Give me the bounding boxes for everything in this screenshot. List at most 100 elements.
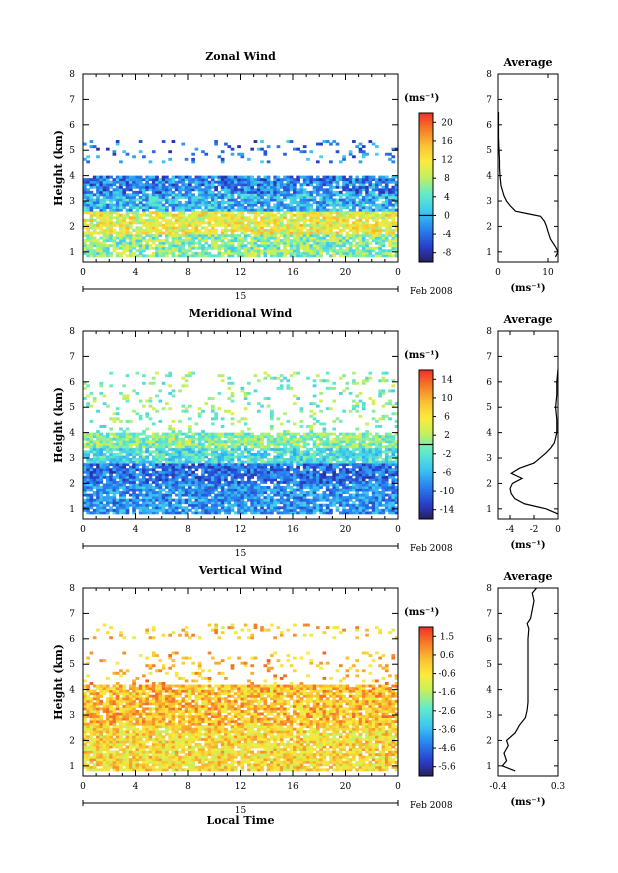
heatmap-cell bbox=[289, 511, 294, 515]
heatmap-cell bbox=[306, 203, 310, 207]
heatmap-cell bbox=[165, 460, 169, 464]
heatmap-cell bbox=[381, 503, 386, 507]
heatmap-cell bbox=[332, 236, 337, 240]
heatmap-cell bbox=[197, 183, 202, 187]
heatmap-cell bbox=[391, 218, 396, 222]
heatmap-cell bbox=[112, 198, 117, 202]
heatmap-cell bbox=[217, 458, 222, 461]
heatmap-cell bbox=[174, 511, 179, 515]
heatmap-cell bbox=[99, 244, 104, 248]
heatmap-cell bbox=[365, 475, 369, 479]
heatmap-cell bbox=[132, 155, 136, 159]
colorbar-segment bbox=[419, 199, 433, 203]
heatmap-cell bbox=[142, 455, 146, 459]
heatmap-cell bbox=[99, 503, 104, 507]
heatmap-cell bbox=[148, 488, 153, 492]
heatmap-cell bbox=[194, 491, 199, 494]
heatmap-cell bbox=[158, 501, 163, 505]
heatmap-cell bbox=[125, 221, 130, 225]
heatmap-cell bbox=[309, 218, 314, 222]
heatmap-cell bbox=[194, 483, 199, 487]
heatmap-cell bbox=[355, 496, 360, 500]
heatmap-cell bbox=[174, 193, 179, 197]
heatmap-cell bbox=[345, 483, 350, 487]
heatmap-cell bbox=[371, 498, 376, 502]
heatmap-cell bbox=[391, 216, 396, 220]
heatmap-cell bbox=[345, 195, 350, 199]
heatmap-cell bbox=[178, 473, 182, 477]
heatmap-cell bbox=[348, 178, 353, 182]
heatmap-cell bbox=[227, 491, 232, 494]
heatmap-cell bbox=[83, 483, 87, 487]
heatmap-cell bbox=[89, 180, 94, 184]
heatmap-cell bbox=[89, 463, 94, 467]
heatmap-cell bbox=[168, 178, 172, 182]
heatmap-cell bbox=[384, 221, 389, 225]
heatmap-cell bbox=[201, 216, 205, 220]
heatmap-cell bbox=[230, 498, 235, 502]
heatmap-cell bbox=[115, 480, 120, 484]
heatmap-cell bbox=[191, 211, 195, 215]
heatmap-cell bbox=[391, 475, 396, 479]
heatmap-cell bbox=[312, 493, 317, 497]
heatmap-cell bbox=[105, 193, 110, 197]
heatmap-cell bbox=[191, 244, 195, 248]
heatmap-cell bbox=[256, 244, 261, 248]
heatmap-cell bbox=[375, 211, 379, 215]
heatmap-cell bbox=[210, 185, 215, 189]
heatmap-cell bbox=[319, 228, 323, 232]
heatmap-cell bbox=[105, 175, 110, 179]
heatmap-cell bbox=[178, 491, 182, 494]
heatmap-cell bbox=[168, 190, 172, 194]
heatmap-cell bbox=[135, 503, 140, 507]
heatmap-cell bbox=[273, 473, 277, 477]
heatmap-cell bbox=[361, 152, 366, 156]
heatmap-cell bbox=[115, 180, 120, 184]
heatmap-cell bbox=[230, 206, 235, 210]
heatmap-cell bbox=[132, 501, 136, 505]
heatmap-cell bbox=[289, 475, 294, 479]
heatmap-cell bbox=[105, 221, 110, 225]
heatmap-cell bbox=[233, 503, 238, 507]
heatmap-cell bbox=[329, 195, 333, 199]
heatmap-cell bbox=[375, 475, 379, 479]
heatmap-cell bbox=[342, 488, 346, 492]
heatmap-cell bbox=[299, 452, 304, 456]
heatmap-cell bbox=[279, 216, 284, 220]
heatmap-cell bbox=[145, 223, 150, 227]
heatmap-cell bbox=[220, 218, 225, 222]
heatmap-cell bbox=[266, 506, 271, 510]
heatmap-cell bbox=[375, 208, 379, 212]
heatmap-cell bbox=[355, 506, 360, 510]
heatmap-cell bbox=[83, 465, 87, 469]
heatmap-cell bbox=[194, 452, 199, 456]
heatmap-cell bbox=[335, 455, 340, 459]
heatmap-cell bbox=[332, 493, 337, 497]
heatmap-cell bbox=[283, 475, 287, 479]
heatmap-cell bbox=[348, 251, 353, 255]
heatmap-cell bbox=[233, 475, 238, 479]
heatmap-cell bbox=[260, 206, 264, 210]
heatmap-cell bbox=[155, 203, 159, 207]
heatmap-cell bbox=[361, 473, 366, 477]
heatmap-cell bbox=[135, 496, 140, 500]
heatmap-cell bbox=[138, 183, 143, 187]
heatmap-cell bbox=[375, 485, 379, 489]
heatmap-cell bbox=[319, 249, 323, 253]
heatmap-cell bbox=[174, 175, 179, 179]
heatmap-cell bbox=[237, 501, 241, 505]
heatmap-cell bbox=[276, 460, 281, 464]
heatmap-cell bbox=[230, 503, 235, 507]
heatmap-cell bbox=[247, 452, 251, 456]
heatmap-cell bbox=[256, 491, 261, 494]
heatmap-cell bbox=[342, 480, 346, 484]
heatmap-cell bbox=[329, 460, 333, 464]
heatmap-cell bbox=[214, 475, 218, 479]
heatmap-cell bbox=[299, 226, 304, 230]
heatmap-cell bbox=[296, 452, 300, 456]
heatmap-cell bbox=[178, 180, 182, 184]
heatmap-cell bbox=[138, 218, 143, 222]
heatmap-cell bbox=[289, 254, 294, 258]
heatmap-cell bbox=[289, 211, 294, 215]
heatmap-cell bbox=[381, 470, 386, 474]
